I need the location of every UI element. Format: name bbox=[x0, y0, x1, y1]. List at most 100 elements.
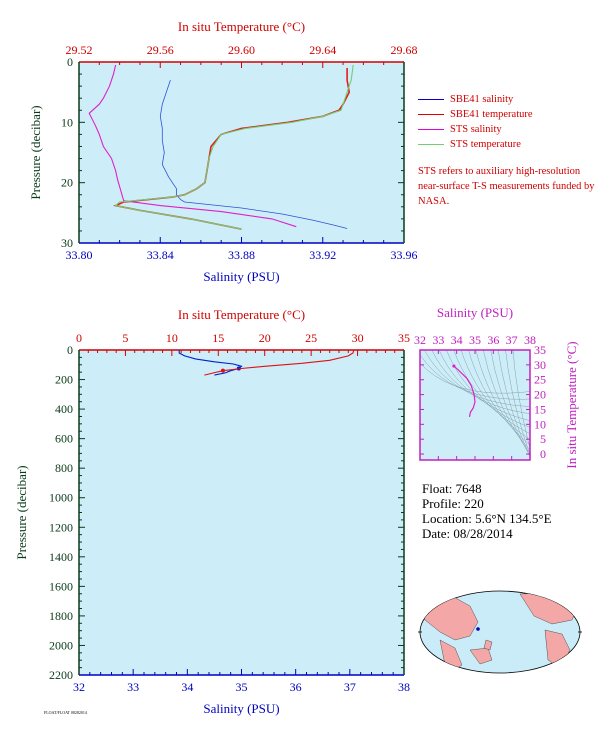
salinity-tick-label: 32 bbox=[73, 680, 85, 694]
density-isoline bbox=[431, 350, 530, 414]
series-line-sts-salinity bbox=[88, 64, 297, 228]
ts-salinity-tick-label: 36 bbox=[487, 333, 499, 347]
pressure-tick-label: 400 bbox=[55, 402, 73, 416]
pressure-tick-label: 1800 bbox=[49, 609, 73, 623]
temperature-tick-label: 29.56 bbox=[147, 43, 174, 57]
density-isoline bbox=[438, 350, 530, 421]
series-line-sts-temperature bbox=[114, 64, 354, 230]
upper-profile-chart: 33.80 33.84 33.88 33.92 33.96 29.52 29.56 29.60… bbox=[28, 19, 418, 284]
legend-label: STS salinity bbox=[450, 124, 502, 135]
float-id: Float: 7648 bbox=[422, 481, 482, 496]
ts-temperature-tick-label: 30 bbox=[534, 358, 546, 372]
temperature-tick-label: 15 bbox=[212, 331, 224, 345]
density-isoline bbox=[420, 353, 530, 400]
salinity-tick-label: 36 bbox=[290, 680, 302, 694]
ts-salinity-tick-label: 33 bbox=[432, 333, 444, 347]
legend-label: STS temperature bbox=[450, 139, 521, 150]
location: Location: 5.6°N 134.5°E bbox=[422, 511, 552, 526]
pressure-tick-label: 1200 bbox=[49, 520, 73, 534]
temperature-tick-label: 10 bbox=[166, 331, 178, 345]
salinity-axis-title: Salinity (PSU) bbox=[203, 701, 279, 716]
temperature-tick-label: 29.64 bbox=[309, 43, 336, 57]
temperature-tick-label: 35 bbox=[398, 331, 410, 345]
salinity-tick-label: 38 bbox=[398, 680, 410, 694]
legend-swatch bbox=[418, 129, 444, 130]
plot-area bbox=[79, 62, 404, 243]
temperature-tick-label: 5 bbox=[122, 331, 128, 345]
legend-label: SBE41 salinity bbox=[450, 94, 514, 105]
ts-temperature-tick-label: 10 bbox=[534, 417, 546, 431]
density-isoline bbox=[512, 350, 530, 450]
world-map-inset bbox=[418, 590, 582, 674]
plot-area bbox=[79, 350, 404, 675]
temperature-axis-title: In situ Temperature (°C) bbox=[178, 19, 305, 34]
density-isoline bbox=[420, 362, 530, 394]
ts-temperature-tick-label: 15 bbox=[534, 402, 546, 416]
temperature-tick-label: 25 bbox=[305, 331, 317, 345]
series-line-sbe41-salinity bbox=[159, 79, 348, 229]
density-isoline bbox=[490, 350, 530, 457]
pressure-tick-label: 1000 bbox=[49, 491, 73, 505]
salinity-tick-label: 33.88 bbox=[228, 248, 255, 262]
pressure-tick-label: 20 bbox=[61, 176, 73, 190]
temperature-tick-label: 29.52 bbox=[66, 43, 93, 57]
legend-swatch bbox=[418, 144, 444, 145]
legend-item: STS salinity bbox=[418, 122, 533, 137]
pressure-tick-label: 10 bbox=[61, 115, 73, 129]
ts-curve bbox=[453, 365, 476, 418]
ts-surface-point bbox=[452, 364, 456, 368]
salinity-tick-label: 35 bbox=[236, 680, 248, 694]
sts-note: STS refers to auxiliary high-resolution … bbox=[418, 166, 595, 207]
density-isoline bbox=[497, 350, 530, 458]
density-isoline bbox=[460, 350, 530, 440]
float-info: Float: 7648 Profile: 220 Location: 5.6°N… bbox=[422, 481, 552, 541]
pressure-tick-label: 0 bbox=[67, 343, 73, 357]
pressure-tick-label: 0 bbox=[67, 55, 73, 69]
density-isoline bbox=[446, 350, 530, 428]
pressure-tick-label: 600 bbox=[55, 432, 73, 446]
pressure-tick-label: 200 bbox=[55, 373, 73, 387]
salinity-tick-label: 33.80 bbox=[66, 248, 93, 262]
pressure-tick-label: 2200 bbox=[49, 668, 73, 682]
footer-code: FLOAT/FLOAT 08282014 bbox=[44, 710, 87, 715]
density-isoline bbox=[505, 350, 530, 456]
pressure-tick-label: 1400 bbox=[49, 550, 73, 564]
temperature-axis-title: In situ Temperature (°C) bbox=[178, 307, 305, 322]
legend-item: SBE41 salinity bbox=[418, 92, 533, 107]
ts-temperature-tick-label: 0 bbox=[540, 447, 546, 461]
pressure-tick-label: 2000 bbox=[49, 638, 73, 652]
legend: SBE41 salinity SBE41 temperature STS sal… bbox=[418, 92, 533, 152]
pressure-tick-label: 1600 bbox=[49, 579, 73, 593]
ts-temperature-tick-label: 35 bbox=[534, 343, 546, 357]
ts-temperature-tick-label: 5 bbox=[540, 432, 546, 446]
density-isoline bbox=[453, 350, 530, 434]
salinity-tick-label: 34 bbox=[181, 680, 193, 694]
legend-item: STS temperature bbox=[418, 137, 533, 152]
ts-salinity-tick-label: 35 bbox=[469, 333, 481, 347]
pressure-axis-title: Pressure (decibar) bbox=[28, 105, 43, 199]
ts-salinity-tick-label: 32 bbox=[414, 333, 426, 347]
float-location-marker bbox=[476, 627, 480, 631]
salinity-axis-title: Salinity (PSU) bbox=[203, 269, 279, 284]
legend-swatch bbox=[418, 114, 444, 115]
salinity-tick-label: 33.96 bbox=[391, 248, 418, 262]
legend-item: SBE41 temperature bbox=[418, 107, 533, 122]
series-line-salinity bbox=[178, 350, 243, 376]
ts-salinity-axis-title: Salinity (PSU) bbox=[437, 305, 513, 320]
salinity-tick-label: 37 bbox=[344, 680, 356, 694]
date: Date: 08/28/2014 bbox=[422, 526, 513, 541]
legend-label: SBE41 temperature bbox=[450, 109, 533, 120]
pressure-tick-label: 800 bbox=[55, 461, 73, 475]
density-isoline bbox=[483, 350, 530, 454]
pressure-tick-label: 30 bbox=[61, 236, 73, 250]
temperature-tick-label: 30 bbox=[352, 331, 364, 345]
salinity-tick-label: 33 bbox=[127, 680, 139, 694]
ts-salinity-tick-label: 34 bbox=[451, 333, 463, 347]
salinity-tick-label: 33.84 bbox=[147, 248, 174, 262]
temperature-tick-label: 20 bbox=[259, 331, 271, 345]
full-depth-profile-chart: 32 33 34 35 36 37 38 0 5 10 15 20 25 30 35 0 200 400 600 80… bbox=[14, 307, 410, 716]
salinity-tick-label: 33.92 bbox=[309, 248, 336, 262]
density-isoline bbox=[475, 350, 530, 451]
